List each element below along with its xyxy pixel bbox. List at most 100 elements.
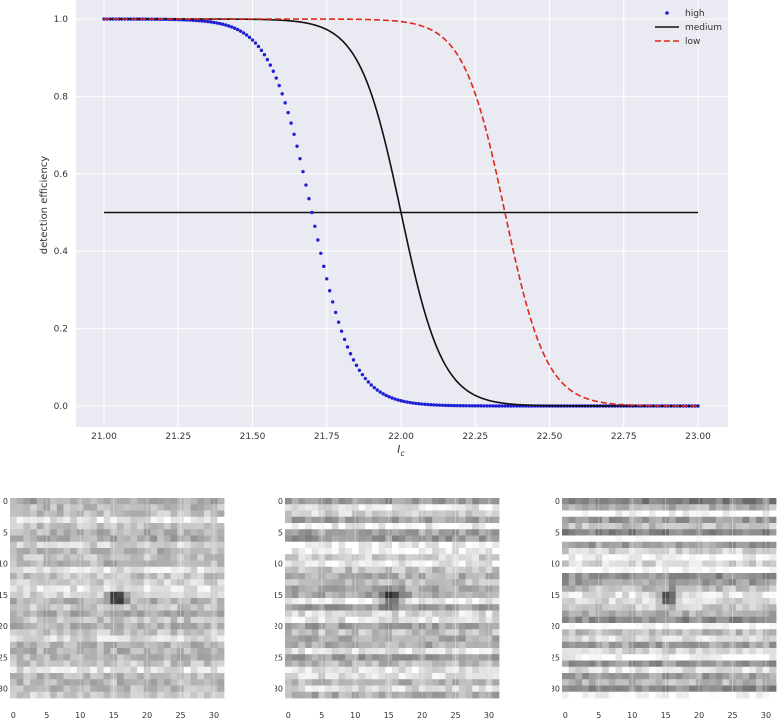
heatmap-cell [445,629,453,636]
heatmap-cell [76,510,84,518]
heatmap-cell [735,598,743,605]
heatmap-cell [137,516,145,524]
heatmap-cell [190,498,198,505]
heatmap-cell [210,610,218,618]
heatmap-cell [715,566,723,574]
heatmap-cell [103,641,111,649]
heatmap-cell [23,610,31,618]
heatmap-cell [635,554,643,561]
heatmap-cell [568,523,576,530]
heatmap-cell [622,641,630,649]
heatmap-cell [628,585,636,593]
heatmap-cell [762,616,770,624]
x-tick-label: 21.50 [240,432,266,442]
heatmap-cell [298,679,306,686]
heatmap-cell [769,623,777,630]
heatmap-cell [405,635,413,643]
heatmap-cell [695,529,703,536]
heatmap-cell [445,685,453,693]
heatmap-cell [575,529,583,536]
heatmap-cell [385,598,393,605]
heatmap-cell [371,566,380,574]
heatmap-cell [203,516,212,524]
heatmap-cell [50,504,58,511]
heatmap-cell [76,623,84,630]
heatmap-cell [438,504,446,511]
heatmap-cell [358,610,366,618]
heatmap-cell [729,585,737,593]
heatmap-cell [405,541,413,549]
heatmap-cell [392,585,400,593]
heatmap-cell [117,498,125,505]
heatmap-cell [662,516,670,524]
heatmap-cell [702,566,710,574]
heatmap-cell [385,516,393,524]
heatmap-cell [70,641,78,649]
heatmap-cell [392,610,400,618]
heatmap-cell [642,654,650,661]
heatmap-cell [749,654,757,661]
heatmap-cell [492,679,500,686]
heatmap-cell [602,591,610,599]
heatmap-cell [36,616,44,624]
heatmap-cell [418,691,426,699]
heatmap-cell [10,648,18,655]
heatmap-cell [769,579,777,586]
heatmap-cell [608,504,616,511]
series-high-point [274,76,278,80]
heatmap-cell [425,523,433,530]
heatmap-cell [642,660,650,668]
heatmap-cell [452,560,460,568]
heatmap-cell [398,498,406,505]
heatmap-cell [702,541,710,549]
heatmap-cell [96,523,105,530]
heatmap-cell [325,560,333,568]
heatmap-cell [465,585,473,593]
heatmap-cell [210,523,218,530]
heatmap-cell [562,685,570,693]
heatmap-cell [190,579,198,586]
heatmap-cell [143,591,151,599]
heatmap-cell [715,498,723,505]
heatmap-cell [749,616,757,624]
heatmap-cell [418,529,426,536]
heatmap-cell [351,623,359,630]
heatmap-cell [217,523,225,530]
heatmap-cell [358,504,366,511]
heatmap-cell [157,510,165,518]
heatmap-cell [492,504,500,511]
heatmap-cell [615,504,623,511]
heatmap-cell [622,579,630,586]
heatmap-cell [56,548,64,555]
y-tick-label: 0.0 [54,402,69,412]
heatmap-cell [709,604,717,611]
heatmap-cell [325,529,333,536]
heatmap-cell [338,654,346,661]
heatmap-cell [143,691,151,699]
heatmap-cell [635,566,643,574]
heatmap-cell [183,541,191,549]
heatmap-cell [755,616,764,624]
heatmap-cell [36,666,44,674]
heatmap-cell [689,654,697,661]
heatmap-cell [96,610,105,618]
heatmap-cell [695,641,703,649]
heatmap-cell [392,654,400,661]
heatmap-cell [130,516,138,524]
heatmap-cell [412,535,420,543]
heatmap-cell [709,648,717,655]
heatmap-cell [63,579,71,586]
series-high-point [431,403,436,407]
heatmap-cell [675,579,683,586]
heatmap-cell [143,673,151,680]
heatmap-cell [465,623,473,630]
heatmap-cell [83,673,91,680]
heatmap-cell [83,591,91,599]
heatmap-cell [628,685,636,693]
heatmap-cell [190,660,198,668]
heatmap-cell [385,504,393,511]
heatmap-cell [458,585,466,593]
heatmap-cell [695,579,703,586]
heatmap-cell [575,623,583,630]
heatmap-cell [689,535,697,543]
